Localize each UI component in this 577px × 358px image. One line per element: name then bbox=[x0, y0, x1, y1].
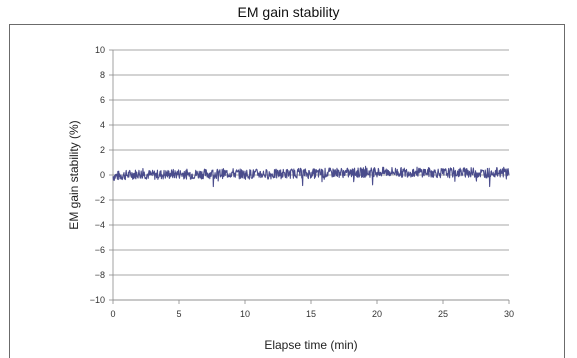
x-tick-label: 20 bbox=[372, 309, 382, 319]
series-line bbox=[112, 165, 510, 188]
y-tick-label: 2 bbox=[100, 145, 105, 155]
y-tick-label: −6 bbox=[95, 245, 105, 255]
x-tick-label: 0 bbox=[110, 309, 115, 319]
y-tick-label: −4 bbox=[95, 220, 105, 230]
chart-title: EM gain stability bbox=[237, 4, 340, 20]
y-tick-label: 6 bbox=[100, 95, 105, 105]
y-axis-title: EM gain stability (%) bbox=[67, 120, 81, 229]
axes bbox=[112, 50, 509, 301]
x-tick-label: 10 bbox=[240, 309, 250, 319]
x-tick-label: 5 bbox=[176, 309, 181, 319]
y-tick-label: 4 bbox=[100, 120, 105, 130]
y-tick-label: −8 bbox=[95, 270, 105, 280]
x-tick-label: 25 bbox=[438, 309, 448, 319]
y-tick-labels: 10 8 6 4 2 0 −2 −4 −6 −8 −10 bbox=[90, 45, 105, 305]
y-tick-label: 0 bbox=[100, 170, 105, 180]
y-tick-label: 8 bbox=[100, 70, 105, 80]
x-axis-title: Elapse time (min) bbox=[264, 338, 357, 352]
series-layer bbox=[112, 165, 510, 188]
x-tick-label: 15 bbox=[306, 309, 316, 319]
y-tick-label: −10 bbox=[90, 295, 105, 305]
y-tick-label: 10 bbox=[95, 45, 105, 55]
x-tick-labels: 0 5 10 15 20 25 30 bbox=[110, 309, 514, 319]
x-tick-label: 30 bbox=[504, 309, 514, 319]
chart-frame bbox=[9, 24, 565, 358]
y-tick-label: −2 bbox=[95, 195, 105, 205]
